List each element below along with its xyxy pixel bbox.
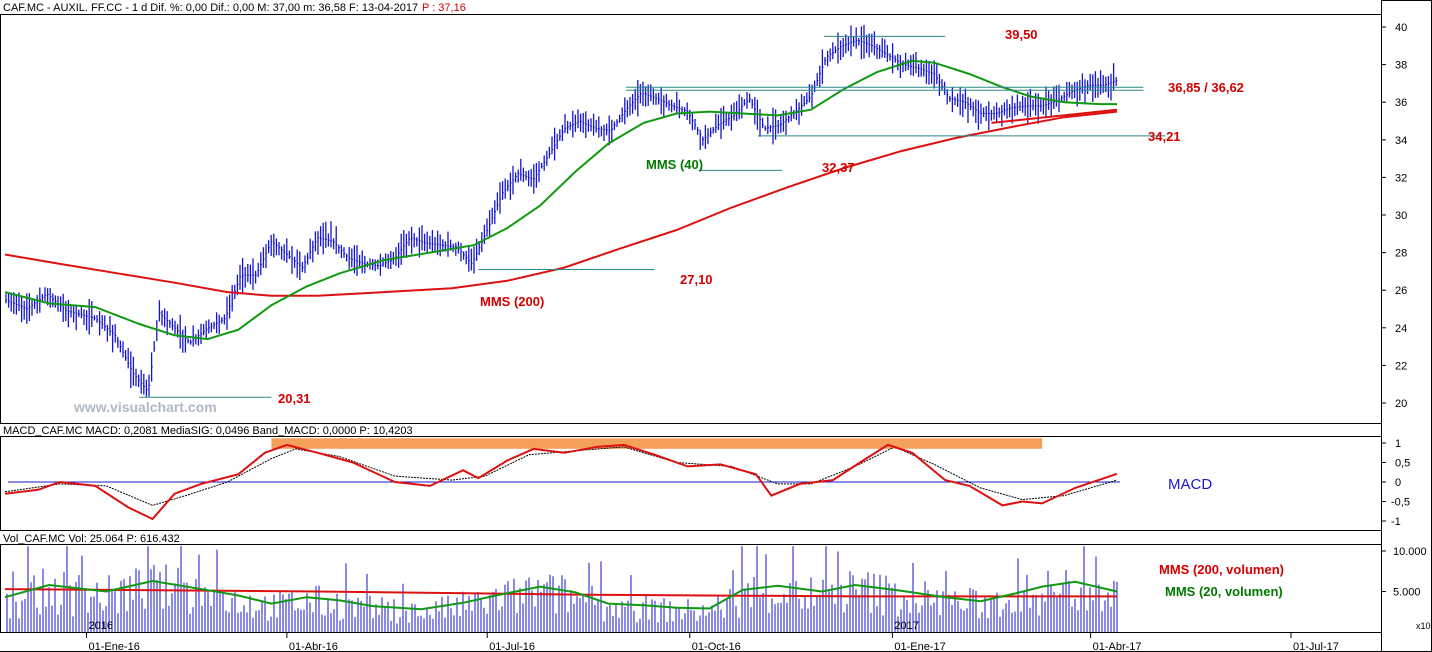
x-tick-label: 01-Ene-16 [89,641,140,652]
volume-y-tick-label: 10.000 [1393,546,1427,558]
price-layer: 39,50 36,85 / 36,62 34,21 32,37 27,10 20,31 MM… [4,24,1244,406]
level-label: 20,31 [278,391,311,406]
macd-y-tick-label: 0 [1395,477,1401,489]
vol-mms20-line [4,579,1118,611]
x-tick-label: 01-Ene-17 [894,641,945,652]
price-y-tick-label: 38 [1395,60,1407,72]
macd-panel-title: MACD_CAF.MC MACD: 0,2081 MediaSIG: 0,049… [3,425,413,437]
price-y-tick-label: 36 [1395,97,1407,109]
macd-y-tick-label: -0,5 [1391,497,1410,509]
mms200-line [4,110,1118,297]
price-y-tick-label: 22 [1395,360,1407,372]
level-label: 36,85 / 36,62 [1168,80,1244,95]
vol-mms20-label: MMS (20, volumen) [1165,584,1283,599]
macd-signal-line [4,446,1118,506]
x-tick-label: 01-Oct-16 [692,641,741,652]
price-y-tick-label: 40 [1395,22,1407,34]
price-y-tick-label: 20 [1395,398,1407,410]
price-y-tick-label: 34 [1395,135,1407,147]
price-y-tick-label: 26 [1395,285,1407,297]
volume-scale-note: x10 [1416,621,1431,631]
mms40-line [4,59,1117,341]
macd-line [4,443,1118,521]
price-y-tick-label: 28 [1395,248,1407,260]
mms200-label: MMS (200) [480,294,544,309]
price-last-value: P : 37,16 [422,2,466,14]
level-label: 34,21 [1148,129,1181,144]
price-panel-title: CAF.MC - AUXIL. FF.CC - 1 d Dif. %: 0,00… [3,2,418,14]
x-tick-label: 01-Abr-16 [289,641,338,652]
macd-y-tick-label: 0,5 [1395,458,1410,470]
level-label: 32,37 [822,160,855,175]
year-label: 2017 [894,620,918,632]
macd-layer: MACD [4,438,1212,521]
macd-label: MACD [1168,476,1212,493]
x-tick-label: 01-Jul-16 [489,641,535,652]
axis-layer: 20 22 24 26 28 30 32 34 36 38 40 1 0,5 0 -0,5 -1 10.000 5… [86,22,1431,652]
macd-band [271,438,1043,449]
watermark: www.visualchart.com [73,399,217,415]
vol-mms200-label: MMS (200, volumen) [1159,562,1284,577]
price-y-tick-label: 32 [1395,172,1407,184]
year-label: 2016 [89,620,113,632]
mms40-label: MMS (40) [646,157,703,172]
x-tick-label: 01-Abr-17 [1093,641,1142,652]
volume-panel-title: Vol_CAF.MC Vol: 25.064 P: 616.432 [3,533,180,545]
level-label: 27,10 [680,272,713,287]
volume-y-tick-label: 5.000 [1393,587,1421,599]
price-y-tick-label: 24 [1395,323,1407,335]
level-label: 39,50 [1005,27,1038,42]
price-panel-frame [0,14,1382,424]
volume-layer: MMS (200, volumen) MMS (20, volumen) [4,546,1284,632]
price-y-tick-label: 30 [1395,210,1407,222]
macd-y-tick-label: -1 [1391,516,1401,528]
macd-y-tick-label: 1 [1395,438,1401,450]
x-tick-label: 01-Jul-17 [1293,641,1339,652]
trend-line [991,108,1118,124]
